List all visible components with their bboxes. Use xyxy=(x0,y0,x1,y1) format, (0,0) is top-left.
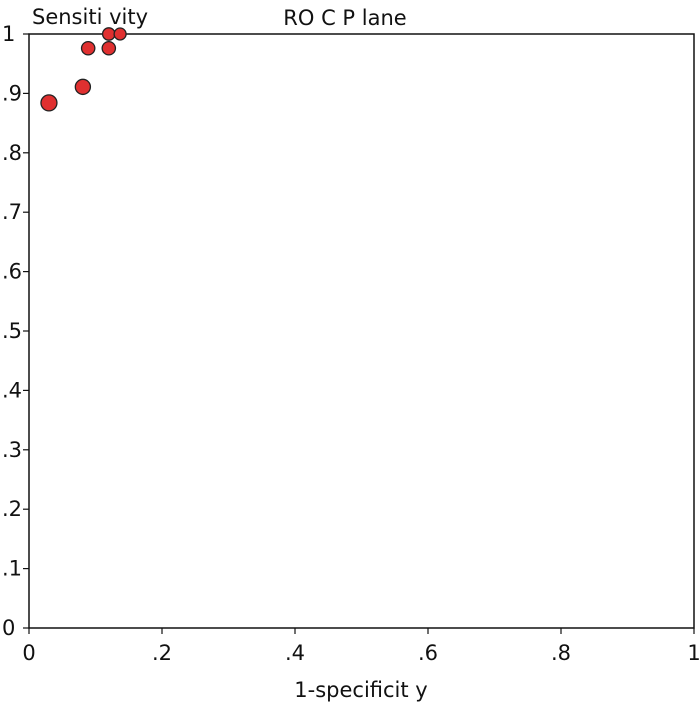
x-tick-label: .2 xyxy=(152,641,172,665)
data-point xyxy=(113,27,127,41)
y-tick-label: .2 xyxy=(2,497,22,521)
y-tick-label: 1 xyxy=(2,22,15,46)
x-tick-label: .4 xyxy=(285,641,305,665)
x-tick-label: .6 xyxy=(418,641,438,665)
x-tick-label: .8 xyxy=(551,641,571,665)
data-points xyxy=(40,27,127,112)
y-tick-label: .9 xyxy=(2,81,22,105)
y-tick-label: .5 xyxy=(2,319,22,343)
data-point xyxy=(74,78,92,96)
y-tick-label: .4 xyxy=(2,378,22,402)
x-tick-label: 0 xyxy=(22,641,35,665)
data-point xyxy=(101,40,117,56)
data-point xyxy=(40,94,58,112)
y-tick-label: 0 xyxy=(2,616,15,640)
y-axis-title: Sensiti vity xyxy=(32,5,148,29)
x-axis-ticks: 0 .2 .4 .6 .8 1 xyxy=(22,628,700,665)
y-tick-label: .6 xyxy=(2,260,22,284)
y-tick-label: .3 xyxy=(2,438,22,462)
chart-title: RO C P lane xyxy=(283,6,406,30)
data-point xyxy=(101,27,116,41)
y-tick-label: .7 xyxy=(2,200,22,224)
x-axis-title: 1-specificit y xyxy=(294,678,427,702)
y-tick-label: .1 xyxy=(2,557,22,581)
y-tick-label: .8 xyxy=(2,141,22,165)
data-point xyxy=(80,40,96,56)
x-tick-label: 1 xyxy=(687,641,700,665)
y-axis-ticks: 0 .1 .2 .3 .4 .5 .6 .7 .8 .9 1 xyxy=(2,22,29,640)
